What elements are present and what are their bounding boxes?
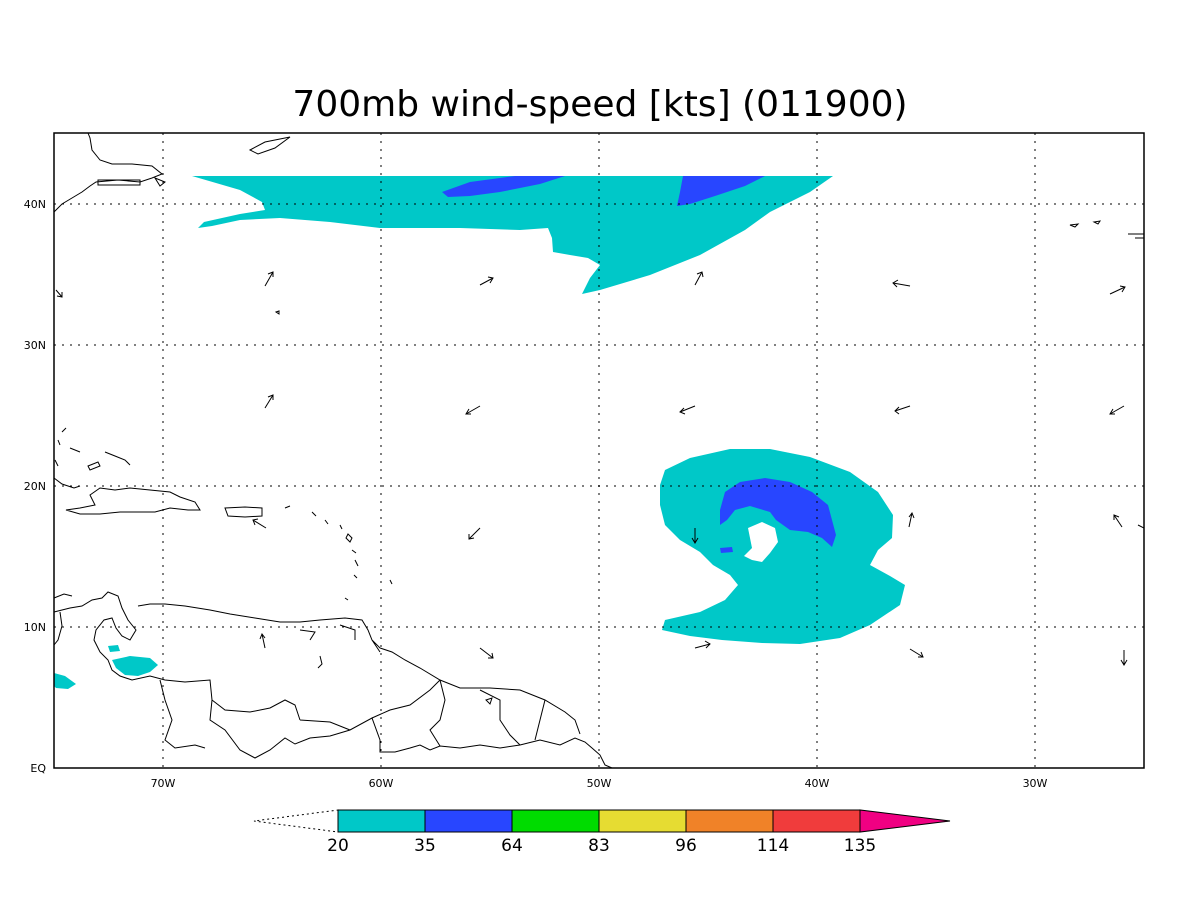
lon-tick-label: 40W: [805, 777, 830, 790]
lon-tick-label: 50W: [587, 777, 612, 790]
lon-tick-label: 70W: [151, 777, 176, 790]
wind-arrow: [264, 271, 274, 287]
wind-arrow: [1109, 285, 1126, 295]
lat-tick-label: EQ: [30, 762, 46, 775]
colorbar-below-triangle: [253, 809, 339, 833]
tropical-storm-eye-calm: [744, 522, 778, 562]
lesser-antilles-islands: [284, 505, 393, 601]
wind-arrow: [1120, 650, 1128, 666]
colorbar-label: 83: [588, 836, 610, 856]
colorbar-swatch: [337, 809, 426, 833]
colorbar-label: 96: [675, 836, 697, 856]
colorbar-swatch: [685, 809, 774, 833]
wind-arrow: [691, 528, 699, 544]
map-plot-area: [53, 132, 1145, 769]
tropical-storm-20kt-area: [660, 449, 905, 644]
lat-tick-label: 10N: [24, 621, 46, 634]
caribbean-coastal-20kt-blob: [108, 645, 120, 652]
colorbar-label: 64: [501, 836, 523, 856]
cuba-coast: [53, 477, 81, 489]
wind-arrow: [1109, 405, 1125, 415]
colorbar-above-triangle: [859, 809, 951, 833]
tropical-storm-35kt-fragment: [720, 547, 733, 553]
lon-tick-label: 60W: [369, 777, 394, 790]
tropical-storm-35kt-core: [720, 478, 836, 547]
northern-jet-35kt-area-west: [442, 176, 565, 197]
colorbar-swatch: [511, 809, 600, 833]
wind-arrow: [264, 394, 274, 409]
colorbar-swatch: [598, 809, 687, 833]
bahamas-islands: [54, 427, 131, 471]
wind-arrow: [694, 271, 704, 286]
latitude-axis: EQ 10N 20N 30N 40N: [24, 198, 47, 775]
pacific-edge-20kt-area: [54, 673, 76, 689]
puerto-rico-coast: [224, 506, 263, 518]
wind-arrow: [909, 648, 924, 658]
wind-arrow: [1113, 514, 1123, 528]
wind-arrow: [892, 279, 911, 288]
wind-arrow: [55, 289, 63, 298]
wind-arrows: [55, 271, 1128, 666]
northern-jet-20kt-area: [192, 176, 833, 294]
wind-arrow: [694, 640, 711, 649]
wind-arrow: [468, 527, 481, 540]
colorbar-swatch: [772, 809, 861, 833]
lat-tick-label: 30N: [24, 339, 46, 352]
wind-arrow: [479, 276, 494, 286]
lat-tick-label: 20N: [24, 480, 46, 493]
dotted-gridlines: [54, 133, 1144, 768]
wind-arrow: [479, 647, 494, 659]
hispaniola-coast: [65, 487, 201, 515]
colorbar: 20 35 64 83 96 114 135: [253, 809, 951, 856]
cape-verde-and-east-islands: [1069, 220, 1145, 529]
colorbar-label: 35: [414, 836, 436, 856]
northern-jet-35kt-area-east: [677, 176, 765, 206]
wind-arrow: [894, 405, 911, 415]
wind-arrow: [908, 511, 915, 528]
wind-arrow: [252, 518, 267, 529]
bermuda-island: [274, 310, 280, 315]
coastlines: [53, 132, 1145, 769]
colorbar-swatch: [424, 809, 513, 833]
map-title: 700mb wind-speed [kts] (011900): [292, 84, 907, 125]
north-america-coast: [53, 132, 291, 213]
central-america-coast: [53, 611, 63, 646]
colorbar-label: 135: [844, 836, 876, 856]
wind-arrow: [259, 632, 266, 649]
colorbar-label: 114: [757, 836, 789, 856]
colorbar-label: 20: [327, 836, 349, 856]
longitude-axis: 70W 60W 50W 40W 30W: [151, 777, 1048, 790]
wind-arrow: [679, 405, 696, 415]
south-america-inland-borders: [159, 679, 546, 749]
lat-tick-label: 40N: [24, 198, 46, 211]
south-america-coast: [53, 591, 613, 769]
lon-tick-label: 30W: [1023, 777, 1048, 790]
caribbean-coastal-20kt-area: [112, 656, 158, 676]
wind-shading: [54, 176, 905, 689]
map-frame: [53, 132, 1145, 769]
wind-arrow: [465, 405, 481, 415]
